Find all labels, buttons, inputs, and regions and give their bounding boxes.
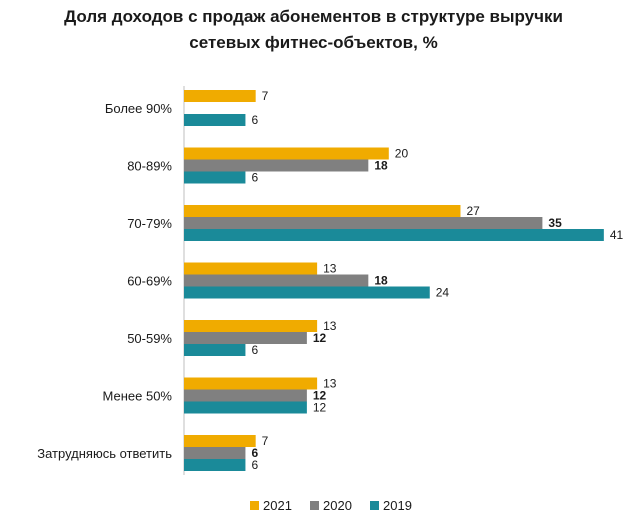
- data-label-2020: 12: [313, 389, 327, 403]
- bar-2019: [184, 229, 604, 241]
- category-label: Менее 50%: [103, 389, 173, 404]
- data-label-2019: 6: [251, 113, 258, 127]
- data-label-2021: 7: [262, 89, 269, 103]
- category-label: 70-79%: [127, 216, 172, 231]
- category-label: Затрудняюсь ответить: [37, 446, 172, 461]
- data-label-2019: 24: [436, 286, 450, 300]
- data-label-2019: 41: [610, 228, 624, 242]
- bar-2021: [184, 377, 318, 390]
- bar-2019: [184, 171, 246, 184]
- chart-title-line-1: Доля доходов с продаж абонементов в стру…: [64, 7, 563, 26]
- data-label-2021: 13: [323, 262, 337, 276]
- data-label-2020: 18: [374, 159, 388, 173]
- data-label-2020: 35: [548, 216, 562, 230]
- legend-label-2020: 2020: [323, 498, 352, 513]
- data-label-2021: 13: [323, 319, 337, 333]
- category-label: 50-59%: [127, 331, 172, 346]
- bar-2020: [184, 332, 307, 344]
- data-label-2021: 27: [466, 204, 480, 218]
- category-label: Более 90%: [105, 101, 173, 116]
- data-label-2021: 13: [323, 377, 337, 391]
- data-label-2019: 12: [313, 401, 327, 415]
- data-label-2021: 7: [262, 434, 269, 448]
- bar-2019: [184, 401, 307, 414]
- bar-2020: [184, 274, 369, 287]
- bar-2021: [184, 205, 461, 217]
- bar-2020: [184, 159, 369, 172]
- category-label: 60-69%: [127, 274, 172, 289]
- legend-swatch-2020: [310, 501, 319, 510]
- bar-2021: [184, 320, 318, 332]
- bar-2021: [184, 90, 256, 102]
- bar-2019: [184, 459, 246, 471]
- bar-2019: [184, 344, 246, 356]
- data-label-2020: 18: [374, 274, 388, 288]
- bar-2019: [184, 114, 246, 126]
- chart-title: Доля доходов с продаж абонементов в стру…: [0, 4, 627, 56]
- bar-2021: [184, 262, 318, 275]
- data-label-2020: 12: [313, 331, 327, 345]
- legend-swatch-2019: [370, 501, 379, 510]
- data-label-2019: 6: [251, 343, 258, 357]
- legend-label-2021: 2021: [263, 498, 292, 513]
- data-label-2019: 6: [251, 171, 258, 185]
- data-label-2021: 20: [395, 147, 409, 161]
- bar-2019: [184, 286, 430, 299]
- legend-label-2019: 2019: [383, 498, 412, 513]
- chart-title-line-2: сетевых фитнес-объектов, %: [189, 33, 438, 52]
- data-label-2019: 6: [251, 458, 258, 472]
- data-label-2020: 6: [251, 446, 258, 460]
- bar-2020: [184, 447, 246, 459]
- bar-2021: [184, 147, 389, 160]
- category-label: 80-89%: [127, 159, 172, 174]
- bar-2021: [184, 435, 256, 447]
- bar-2020: [184, 389, 307, 402]
- bar-2020: [184, 217, 543, 229]
- legend-swatch-2021: [250, 501, 259, 510]
